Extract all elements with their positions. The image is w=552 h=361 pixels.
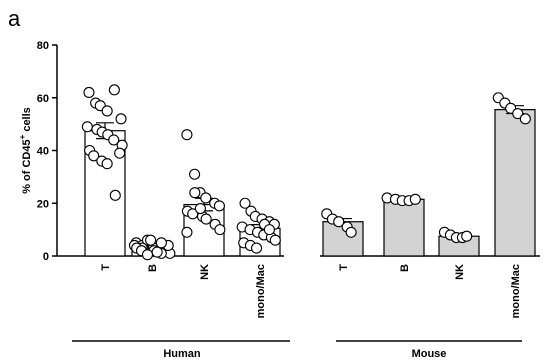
x-tick-label: mono/Mac — [255, 264, 267, 318]
data-point — [519, 113, 531, 125]
data-point — [83, 86, 95, 99]
data-point — [409, 193, 421, 205]
data-point — [155, 237, 167, 249]
y-axis-title-suffix: cells — [21, 107, 33, 135]
data-point — [115, 113, 127, 125]
y-axis-title: % of CD45+ cells — [18, 107, 33, 194]
data-point — [101, 105, 113, 117]
data-point — [101, 158, 113, 170]
data-point — [263, 224, 275, 236]
data-point — [200, 213, 212, 225]
data-point — [269, 234, 281, 246]
data-point — [200, 192, 212, 204]
y-axis-title-main: % of CD45 — [21, 139, 33, 193]
y-axis-title-superscript: + — [18, 134, 27, 139]
y-tick-label: 60 — [37, 93, 49, 105]
data-point — [214, 224, 226, 236]
x-tick-label: B — [147, 264, 159, 272]
labels: T B NK mono/Mac T B NK mono/Mac Human Mouse — [72, 264, 522, 360]
bar-mouse-mono-mac — [494, 109, 536, 257]
data-point — [81, 121, 93, 133]
bar-mouse-b — [383, 198, 425, 257]
x-tick-label: NK — [199, 264, 211, 280]
data-point — [194, 202, 206, 215]
group-label-human: Human — [163, 348, 201, 360]
data-point — [151, 246, 163, 258]
x-tick-label: mono/Mac — [510, 264, 522, 318]
y-tick-label: 80 — [37, 40, 49, 52]
data-point — [109, 189, 121, 201]
x-tick-label: T — [338, 264, 350, 271]
x-tick-label: NK — [454, 264, 466, 280]
data-point — [181, 129, 193, 141]
y-tick-label: 20 — [37, 198, 49, 210]
data-point — [333, 216, 345, 228]
data-points — [81, 84, 531, 261]
x-tick-label: T — [100, 264, 112, 271]
x-tick-label: B — [399, 264, 411, 272]
y-tick-label: 40 — [37, 146, 49, 158]
data-point — [189, 187, 201, 199]
data-point — [108, 134, 120, 146]
data-point — [141, 249, 154, 261]
data-point — [114, 147, 126, 159]
data-point — [512, 108, 524, 120]
data-point — [145, 234, 157, 246]
data-point — [251, 242, 263, 254]
data-point — [108, 84, 120, 96]
data-point — [181, 226, 193, 238]
panel-label: a — [8, 6, 21, 31]
data-point — [345, 226, 357, 238]
group-label-mouse: Mouse — [412, 348, 447, 360]
data-point — [213, 200, 225, 212]
y-tick-label: 0 — [43, 251, 49, 263]
data-point — [88, 150, 100, 162]
data-point — [189, 168, 201, 180]
data-point — [461, 230, 473, 242]
data-point — [239, 197, 251, 209]
